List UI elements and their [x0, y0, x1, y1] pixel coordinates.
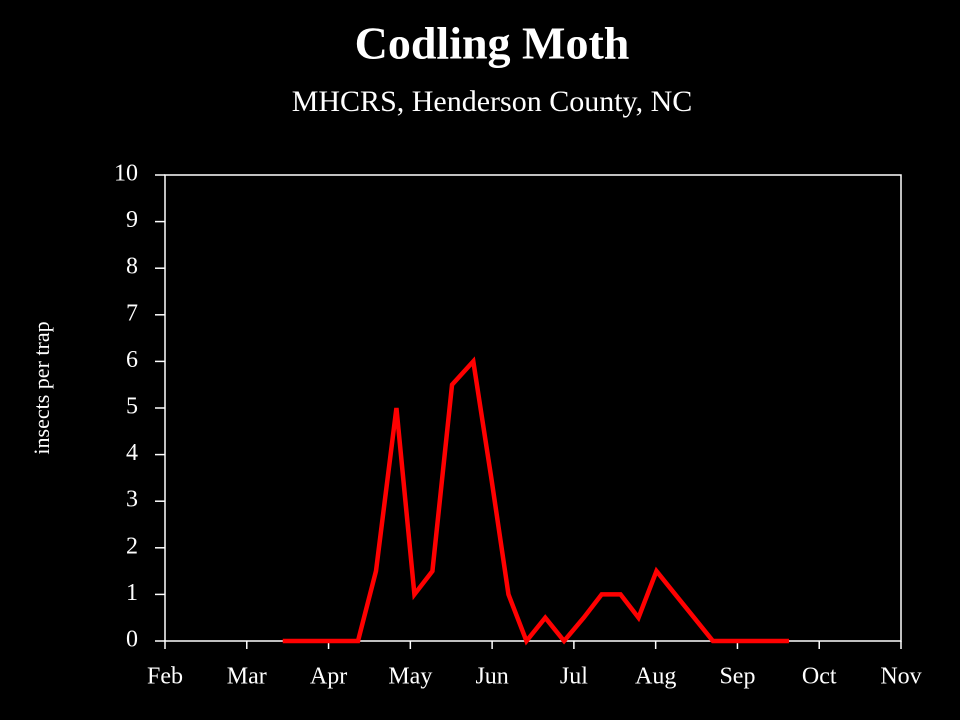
- y-tick-label: 9: [126, 207, 138, 233]
- x-tick-label: Mar: [227, 664, 267, 690]
- y-tick-label: 4: [126, 440, 138, 466]
- y-tick-label: 10: [114, 161, 138, 187]
- x-tick-label: Feb: [147, 664, 183, 690]
- x-tick-label: Oct: [802, 664, 837, 690]
- x-tick-label: Jul: [560, 664, 588, 690]
- x-tick-label: May: [388, 664, 432, 690]
- data-line: [282, 356, 789, 646]
- y-tick-label: 6: [126, 347, 138, 373]
- y-tick-label: 2: [126, 533, 138, 559]
- y-tick-label: 3: [126, 487, 138, 513]
- y-tick-label: 8: [126, 254, 138, 280]
- x-tick-label: Sep: [719, 664, 755, 690]
- y-axis-label: insects per trap: [29, 321, 54, 454]
- chart-subtitle: MHCRS, Henderson County, NC: [292, 85, 693, 118]
- x-tick-label: Nov: [880, 664, 921, 690]
- chart-title: Codling Moth: [355, 18, 630, 69]
- y-tick-label: 5: [126, 394, 138, 420]
- x-tick-label: Apr: [310, 664, 347, 690]
- x-tick-label: Jun: [475, 664, 508, 690]
- y-tick-label: 0: [126, 627, 138, 653]
- y-tick-label: 1: [126, 580, 138, 606]
- y-tick-label: 7: [126, 300, 138, 326]
- x-tick-label: Aug: [635, 664, 676, 690]
